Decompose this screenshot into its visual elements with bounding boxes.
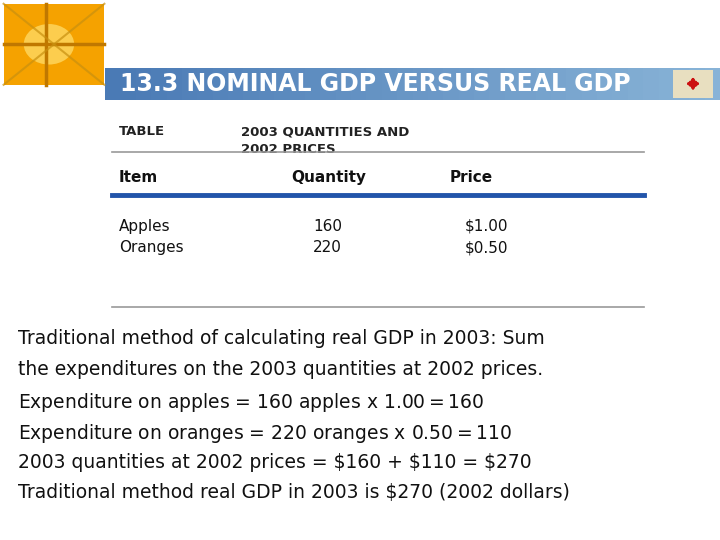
Bar	[105, 68, 720, 100]
Bar	[474, 68, 490, 100]
Bar	[289, 68, 306, 100]
Bar	[182, 68, 198, 100]
Text: Expenditure on oranges = 220 oranges x $0.50 = $110: Expenditure on oranges = 220 oranges x $…	[18, 422, 513, 445]
Bar	[197, 68, 213, 100]
Text: Traditional method of calculating real GDP in 2003: Sum: Traditional method of calculating real G…	[18, 329, 545, 348]
Bar	[628, 68, 644, 100]
Bar	[490, 68, 505, 100]
Ellipse shape	[24, 24, 74, 65]
Bar	[305, 68, 321, 100]
Bar	[520, 68, 536, 100]
Bar	[613, 68, 629, 100]
Bar	[120, 68, 137, 100]
Bar	[674, 68, 690, 100]
Bar	[673, 70, 713, 98]
Bar	[428, 68, 444, 100]
Bar	[274, 68, 290, 100]
Bar	[536, 68, 552, 100]
Text: 2003 QUANTITIES AND
2002 PRICES: 2003 QUANTITIES AND 2002 PRICES	[241, 125, 410, 156]
Bar	[351, 68, 367, 100]
Bar	[444, 68, 459, 100]
Bar	[597, 68, 613, 100]
Text: 220: 220	[313, 240, 342, 255]
Bar	[4, 4, 104, 85]
Bar	[336, 68, 352, 100]
Text: Oranges: Oranges	[119, 240, 184, 255]
Text: TABLE: TABLE	[119, 125, 165, 138]
Bar	[382, 68, 398, 100]
Text: Apples: Apples	[119, 219, 171, 234]
Text: $1.00: $1.00	[464, 219, 508, 234]
Text: Traditional method real GDP in 2003 is $270 (2002 dollars): Traditional method real GDP in 2003 is $…	[18, 483, 570, 502]
Bar	[243, 68, 259, 100]
Text: 160: 160	[313, 219, 342, 234]
Bar	[413, 68, 428, 100]
Bar	[689, 68, 706, 100]
Text: 13.3 NOMINAL GDP VERSUS REAL GDP: 13.3 NOMINAL GDP VERSUS REAL GDP	[120, 72, 630, 96]
Text: Expenditure on apples = 160 apples x $1.00 = $160: Expenditure on apples = 160 apples x $1.…	[18, 391, 485, 414]
Text: Price: Price	[450, 170, 493, 185]
Bar	[551, 68, 567, 100]
Bar	[705, 68, 720, 100]
Bar	[566, 68, 582, 100]
Bar	[659, 68, 675, 100]
Bar	[643, 68, 660, 100]
Text: 2003 quantities at 2002 prices = $160 + $110 = $270: 2003 quantities at 2002 prices = $160 + …	[18, 453, 531, 471]
Bar	[397, 68, 413, 100]
Text: the expenditures on the 2003 quantities at 2002 prices.: the expenditures on the 2003 quantities …	[18, 360, 543, 379]
Bar	[151, 68, 167, 100]
Bar	[212, 68, 229, 100]
Text: Quantity: Quantity	[292, 170, 366, 185]
Text: $0.50: $0.50	[464, 240, 508, 255]
Bar	[259, 68, 275, 100]
Bar	[366, 68, 382, 100]
Bar	[320, 68, 336, 100]
Bar	[459, 68, 474, 100]
Bar	[505, 68, 521, 100]
Bar	[228, 68, 244, 100]
Text: Item: Item	[119, 170, 158, 185]
Bar	[166, 68, 183, 100]
Bar	[136, 68, 152, 100]
Bar	[105, 68, 121, 100]
Bar	[582, 68, 598, 100]
